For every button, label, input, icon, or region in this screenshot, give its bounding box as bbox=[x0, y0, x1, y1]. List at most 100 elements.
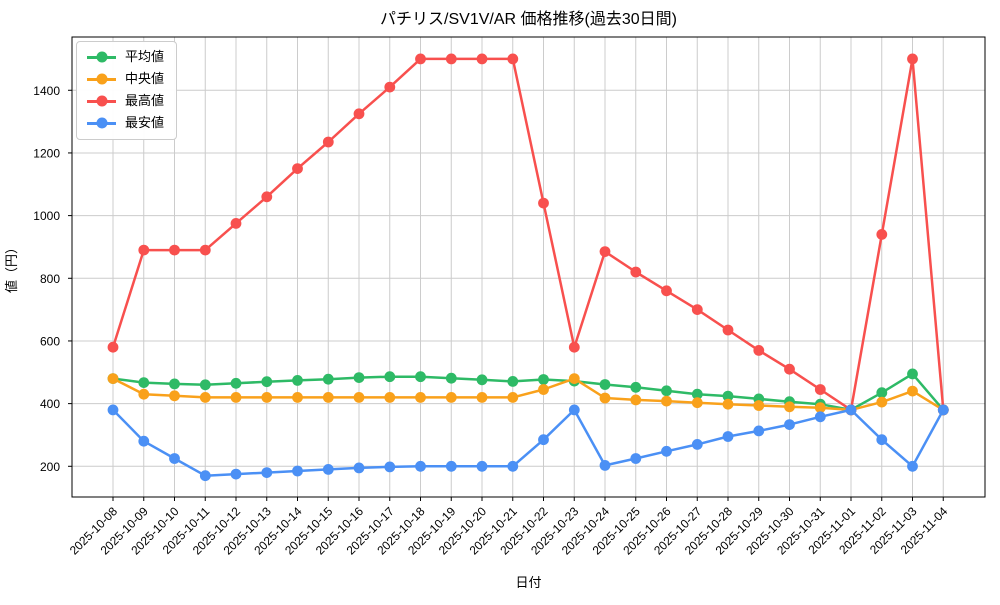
chart-title: パチリス/SV1V/AR 価格推移(過去30日間) bbox=[380, 10, 677, 28]
data-point-max bbox=[784, 363, 795, 375]
data-point-median bbox=[476, 392, 488, 403]
legend-label-avg: 平均値 bbox=[125, 49, 165, 64]
data-point-min bbox=[507, 460, 519, 472]
y-tick-label: 400 bbox=[40, 397, 60, 411]
data-point-max bbox=[599, 246, 611, 257]
data-point-median bbox=[169, 390, 180, 402]
data-point-max bbox=[753, 345, 765, 356]
data-point-avg bbox=[445, 372, 457, 384]
data-point-min bbox=[169, 453, 180, 464]
data-point-median bbox=[199, 392, 211, 403]
data-point-max bbox=[322, 136, 334, 148]
data-point-avg bbox=[384, 371, 396, 383]
data-point-median bbox=[876, 396, 888, 408]
data-point-avg bbox=[138, 377, 150, 388]
y-tick-label: 1400 bbox=[33, 84, 60, 98]
legend-label-min: 最安値 bbox=[125, 114, 165, 130]
data-point-min bbox=[753, 425, 765, 437]
data-point-avg bbox=[261, 376, 273, 388]
data-point-median bbox=[507, 392, 519, 403]
data-point-max bbox=[814, 384, 826, 395]
y-tick-label: 1000 bbox=[33, 209, 60, 223]
legend-dot-max bbox=[96, 95, 107, 107]
data-point-min bbox=[814, 411, 826, 423]
data-point-min bbox=[907, 460, 918, 472]
data-point-max bbox=[107, 341, 119, 353]
data-point-min bbox=[138, 435, 150, 447]
chart-legend: 平均値中央値最高値最安値 bbox=[76, 41, 178, 140]
data-point-avg bbox=[353, 372, 365, 383]
data-point-min bbox=[322, 464, 334, 475]
data-point-median bbox=[322, 392, 334, 403]
data-point-median bbox=[599, 392, 611, 404]
legend-line-swatch-min bbox=[87, 117, 116, 129]
legend-item-avg: 平均値 bbox=[87, 49, 165, 65]
data-point-max bbox=[169, 244, 180, 256]
data-point-max bbox=[538, 197, 549, 209]
data-point-max bbox=[722, 324, 734, 336]
data-point-median bbox=[445, 392, 457, 403]
data-point-max bbox=[691, 304, 703, 315]
data-point-min bbox=[784, 419, 795, 430]
data-point-avg bbox=[630, 381, 642, 393]
legend-dot-avg bbox=[96, 51, 107, 63]
data-point-min bbox=[538, 434, 549, 446]
data-point-avg bbox=[507, 376, 519, 387]
data-point-max bbox=[384, 81, 396, 93]
legend-dot-min bbox=[96, 117, 107, 129]
data-point-min bbox=[353, 462, 365, 474]
data-point-max bbox=[876, 229, 888, 240]
data-point-max bbox=[907, 53, 918, 65]
legend-line-swatch-max bbox=[87, 95, 116, 107]
data-point-avg bbox=[661, 385, 672, 397]
legend-label-max: 最高値 bbox=[125, 92, 165, 108]
y-tick-label: 600 bbox=[40, 334, 60, 348]
data-point-median bbox=[722, 398, 734, 410]
legend-dot-median bbox=[96, 73, 107, 85]
data-point-max bbox=[199, 244, 211, 256]
data-point-min bbox=[261, 467, 273, 478]
legend-item-median: 中央値 bbox=[87, 70, 165, 87]
data-point-median bbox=[415, 392, 426, 403]
data-point-median bbox=[907, 385, 918, 397]
series-line-median bbox=[111, 377, 945, 412]
data-point-max bbox=[353, 108, 365, 120]
legend-line-swatch-avg bbox=[87, 51, 116, 63]
data-point-max bbox=[661, 285, 672, 297]
data-point-min bbox=[445, 460, 457, 472]
data-point-median bbox=[107, 373, 119, 384]
data-point-median bbox=[784, 401, 795, 413]
y-axis-label: 値（円） bbox=[4, 241, 19, 293]
data-point-avg bbox=[538, 374, 549, 385]
y-tick-label: 1200 bbox=[33, 146, 60, 160]
series-line-avg bbox=[111, 372, 945, 412]
data-point-max bbox=[415, 53, 426, 65]
data-point-median bbox=[261, 392, 273, 403]
data-point-min bbox=[107, 404, 119, 416]
data-point-min bbox=[415, 460, 426, 472]
data-point-median bbox=[691, 397, 703, 409]
data-point-min bbox=[568, 404, 580, 416]
legend-label-median: 中央値 bbox=[125, 70, 165, 86]
data-point-median bbox=[538, 384, 549, 395]
legend-line-swatch-median bbox=[87, 73, 116, 85]
series-line-max bbox=[111, 57, 945, 412]
legend-item-min: 最安値 bbox=[87, 114, 165, 131]
data-point-max bbox=[630, 266, 642, 278]
x-axis-label: 日付 bbox=[515, 575, 541, 590]
data-point-min bbox=[230, 468, 242, 480]
data-point-median bbox=[353, 392, 365, 403]
data-point-avg bbox=[722, 390, 734, 402]
data-point-median bbox=[384, 392, 396, 403]
data-point-median bbox=[630, 394, 642, 406]
data-point-min bbox=[384, 461, 396, 473]
data-point-max bbox=[476, 53, 488, 65]
data-point-min bbox=[476, 460, 488, 472]
plot-border bbox=[71, 36, 986, 498]
data-point-median bbox=[568, 373, 580, 384]
data-point-max bbox=[445, 53, 457, 65]
data-point-max bbox=[261, 191, 273, 203]
legend-item-max: 最高値 bbox=[87, 92, 165, 109]
